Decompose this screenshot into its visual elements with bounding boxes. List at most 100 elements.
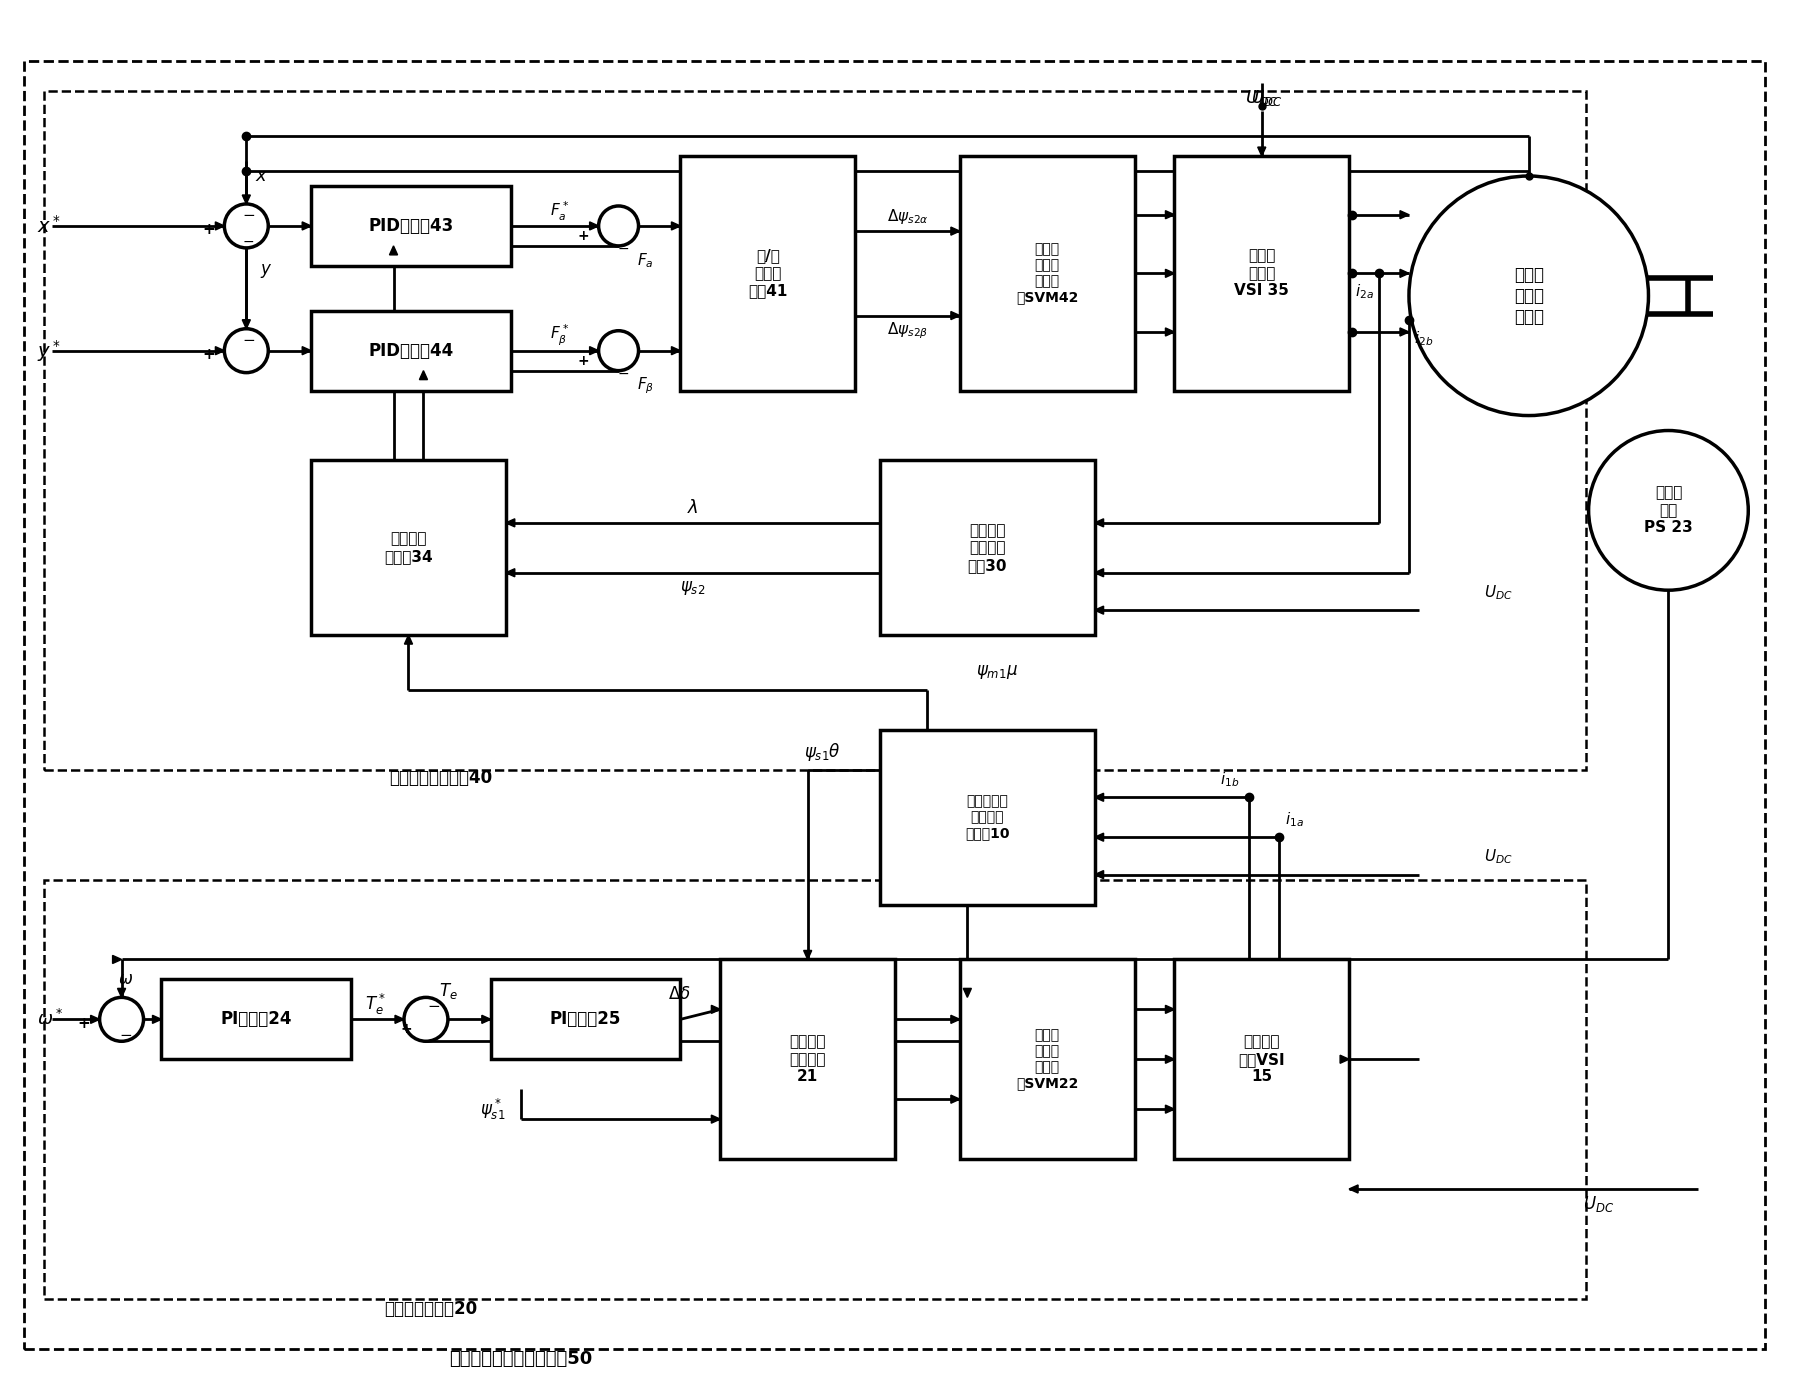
Polygon shape [301, 347, 310, 355]
Text: $\psi_{s2}$: $\psi_{s2}$ [680, 579, 705, 597]
Text: $\psi_{s1}\theta$: $\psi_{s1}\theta$ [804, 740, 841, 762]
Circle shape [1589, 431, 1749, 590]
Polygon shape [113, 955, 122, 963]
Bar [1175, 959, 1349, 1159]
Polygon shape [671, 347, 680, 355]
Polygon shape [506, 519, 515, 527]
Polygon shape [712, 1006, 721, 1013]
Bar [960, 959, 1134, 1159]
Polygon shape [1166, 1105, 1175, 1113]
Text: 悬浮力估
算模型34: 悬浮力估 算模型34 [384, 531, 432, 564]
Polygon shape [951, 1095, 960, 1104]
Bar [1175, 155, 1349, 391]
Bar [161, 980, 352, 1060]
Polygon shape [91, 1015, 100, 1024]
Text: $i_{1b}$: $i_{1b}$ [1220, 771, 1240, 788]
Polygon shape [1349, 1185, 1358, 1193]
Text: 参考磁链
生成模块
21: 参考磁链 生成模块 21 [789, 1035, 825, 1084]
Text: $F_a$: $F_a$ [637, 252, 653, 270]
Text: 转矩绕组磁
链和转矩
观测器10: 转矩绕组磁 链和转矩 观测器10 [965, 794, 1010, 841]
Text: $U_{DC}$: $U_{DC}$ [1250, 88, 1283, 109]
Text: $\Delta\psi_{s2\alpha}$: $\Delta\psi_{s2\alpha}$ [886, 206, 927, 226]
Polygon shape [404, 636, 413, 644]
Polygon shape [804, 951, 811, 959]
Text: PI控制器24: PI控制器24 [221, 1010, 292, 1028]
Polygon shape [506, 568, 515, 577]
Bar [492, 980, 680, 1060]
Text: $\Delta\psi_{s2\beta}$: $\Delta\psi_{s2\beta}$ [886, 321, 927, 341]
Circle shape [224, 329, 269, 373]
Polygon shape [389, 246, 398, 255]
Bar [680, 155, 856, 391]
Text: $\psi_{s1}^*$: $\psi_{s1}^*$ [481, 1097, 506, 1121]
Text: 电压源逆
变器VSI
15: 电压源逆 变器VSI 15 [1238, 1035, 1285, 1084]
Text: $F_a^*$: $F_a^*$ [549, 200, 569, 223]
Text: 悬浮力绕
组磁链观
测器30: 悬浮力绕 组磁链观 测器30 [967, 523, 1006, 572]
Text: $y^*$: $y^*$ [36, 337, 61, 363]
Text: PID控制器43: PID控制器43 [368, 217, 454, 235]
Text: $U_{DC}$: $U_{DC}$ [1245, 88, 1279, 109]
Text: $\lambda$: $\lambda$ [687, 499, 698, 517]
Circle shape [224, 204, 269, 248]
Polygon shape [963, 988, 971, 998]
Bar [310, 311, 511, 391]
Polygon shape [1094, 519, 1103, 527]
Bar [310, 186, 511, 266]
Text: $y$: $y$ [260, 261, 273, 279]
Text: $i_{2a}$: $i_{2a}$ [1354, 282, 1374, 300]
Text: 直接转矩控制器20: 直接转矩控制器20 [384, 1300, 477, 1318]
Text: +: + [77, 1015, 90, 1031]
Bar [43, 91, 1586, 769]
Text: 光电编
码器
PS 23: 光电编 码器 PS 23 [1643, 486, 1694, 535]
Polygon shape [215, 347, 224, 355]
Polygon shape [1166, 270, 1175, 278]
Text: $\psi_{m1}\mu$: $\psi_{m1}\mu$ [976, 663, 1019, 681]
Text: 悬浮力直接控制器40: 悬浮力直接控制器40 [389, 769, 493, 787]
Bar [881, 461, 1094, 636]
Polygon shape [1399, 327, 1408, 336]
Text: $x^*$: $x^*$ [36, 215, 61, 237]
Text: $i_{2b}$: $i_{2b}$ [1414, 329, 1433, 348]
Polygon shape [1166, 211, 1175, 219]
Text: PI控制器25: PI控制器25 [551, 1010, 621, 1028]
Text: 空间矢
量脉宽
调制模
块SVM42: 空间矢 量脉宽 调制模 块SVM42 [1015, 242, 1078, 304]
Polygon shape [671, 222, 680, 230]
Text: $-$: $-$ [617, 241, 630, 255]
Text: +: + [203, 223, 215, 238]
Polygon shape [242, 319, 251, 329]
Text: $\omega$: $\omega$ [118, 970, 133, 988]
Polygon shape [1166, 1055, 1175, 1064]
Text: $F_\beta$: $F_\beta$ [637, 376, 653, 396]
Polygon shape [1094, 568, 1103, 577]
Circle shape [100, 998, 144, 1042]
Polygon shape [1340, 1055, 1349, 1064]
Text: $-$: $-$ [242, 332, 255, 347]
Text: +: + [400, 1022, 413, 1036]
Text: $x$: $x$ [255, 166, 267, 184]
Polygon shape [951, 311, 960, 319]
Text: $-$: $-$ [242, 234, 255, 248]
Text: 空间矢
量脉宽
调制模
块SVM22: 空间矢 量脉宽 调制模 块SVM22 [1015, 1028, 1078, 1091]
Polygon shape [118, 988, 126, 998]
Text: $U_{DC}$: $U_{DC}$ [1582, 1194, 1615, 1214]
Polygon shape [951, 227, 960, 235]
Text: 转矩和悬浮力直接控制器50: 转矩和悬浮力直接控制器50 [448, 1350, 592, 1368]
Text: 力/磁
链转换
模块41: 力/磁 链转换 模块41 [748, 249, 788, 299]
Bar [310, 461, 506, 636]
Bar [721, 959, 895, 1159]
Text: $-$: $-$ [118, 1025, 133, 1040]
Circle shape [599, 330, 639, 370]
Text: $F_\beta^*$: $F_\beta^*$ [549, 323, 569, 348]
Text: $-$: $-$ [242, 206, 255, 222]
Polygon shape [712, 1115, 721, 1123]
Polygon shape [1166, 1006, 1175, 1013]
Polygon shape [483, 1015, 492, 1024]
Text: $U_{DC}$: $U_{DC}$ [1484, 848, 1512, 866]
Text: 电压源
逆变器
VSI 35: 电压源 逆变器 VSI 35 [1234, 249, 1290, 299]
Polygon shape [1258, 147, 1267, 155]
Polygon shape [1166, 327, 1175, 336]
Text: +: + [578, 228, 590, 244]
Polygon shape [301, 222, 310, 230]
Circle shape [599, 206, 639, 246]
Polygon shape [1094, 871, 1103, 879]
